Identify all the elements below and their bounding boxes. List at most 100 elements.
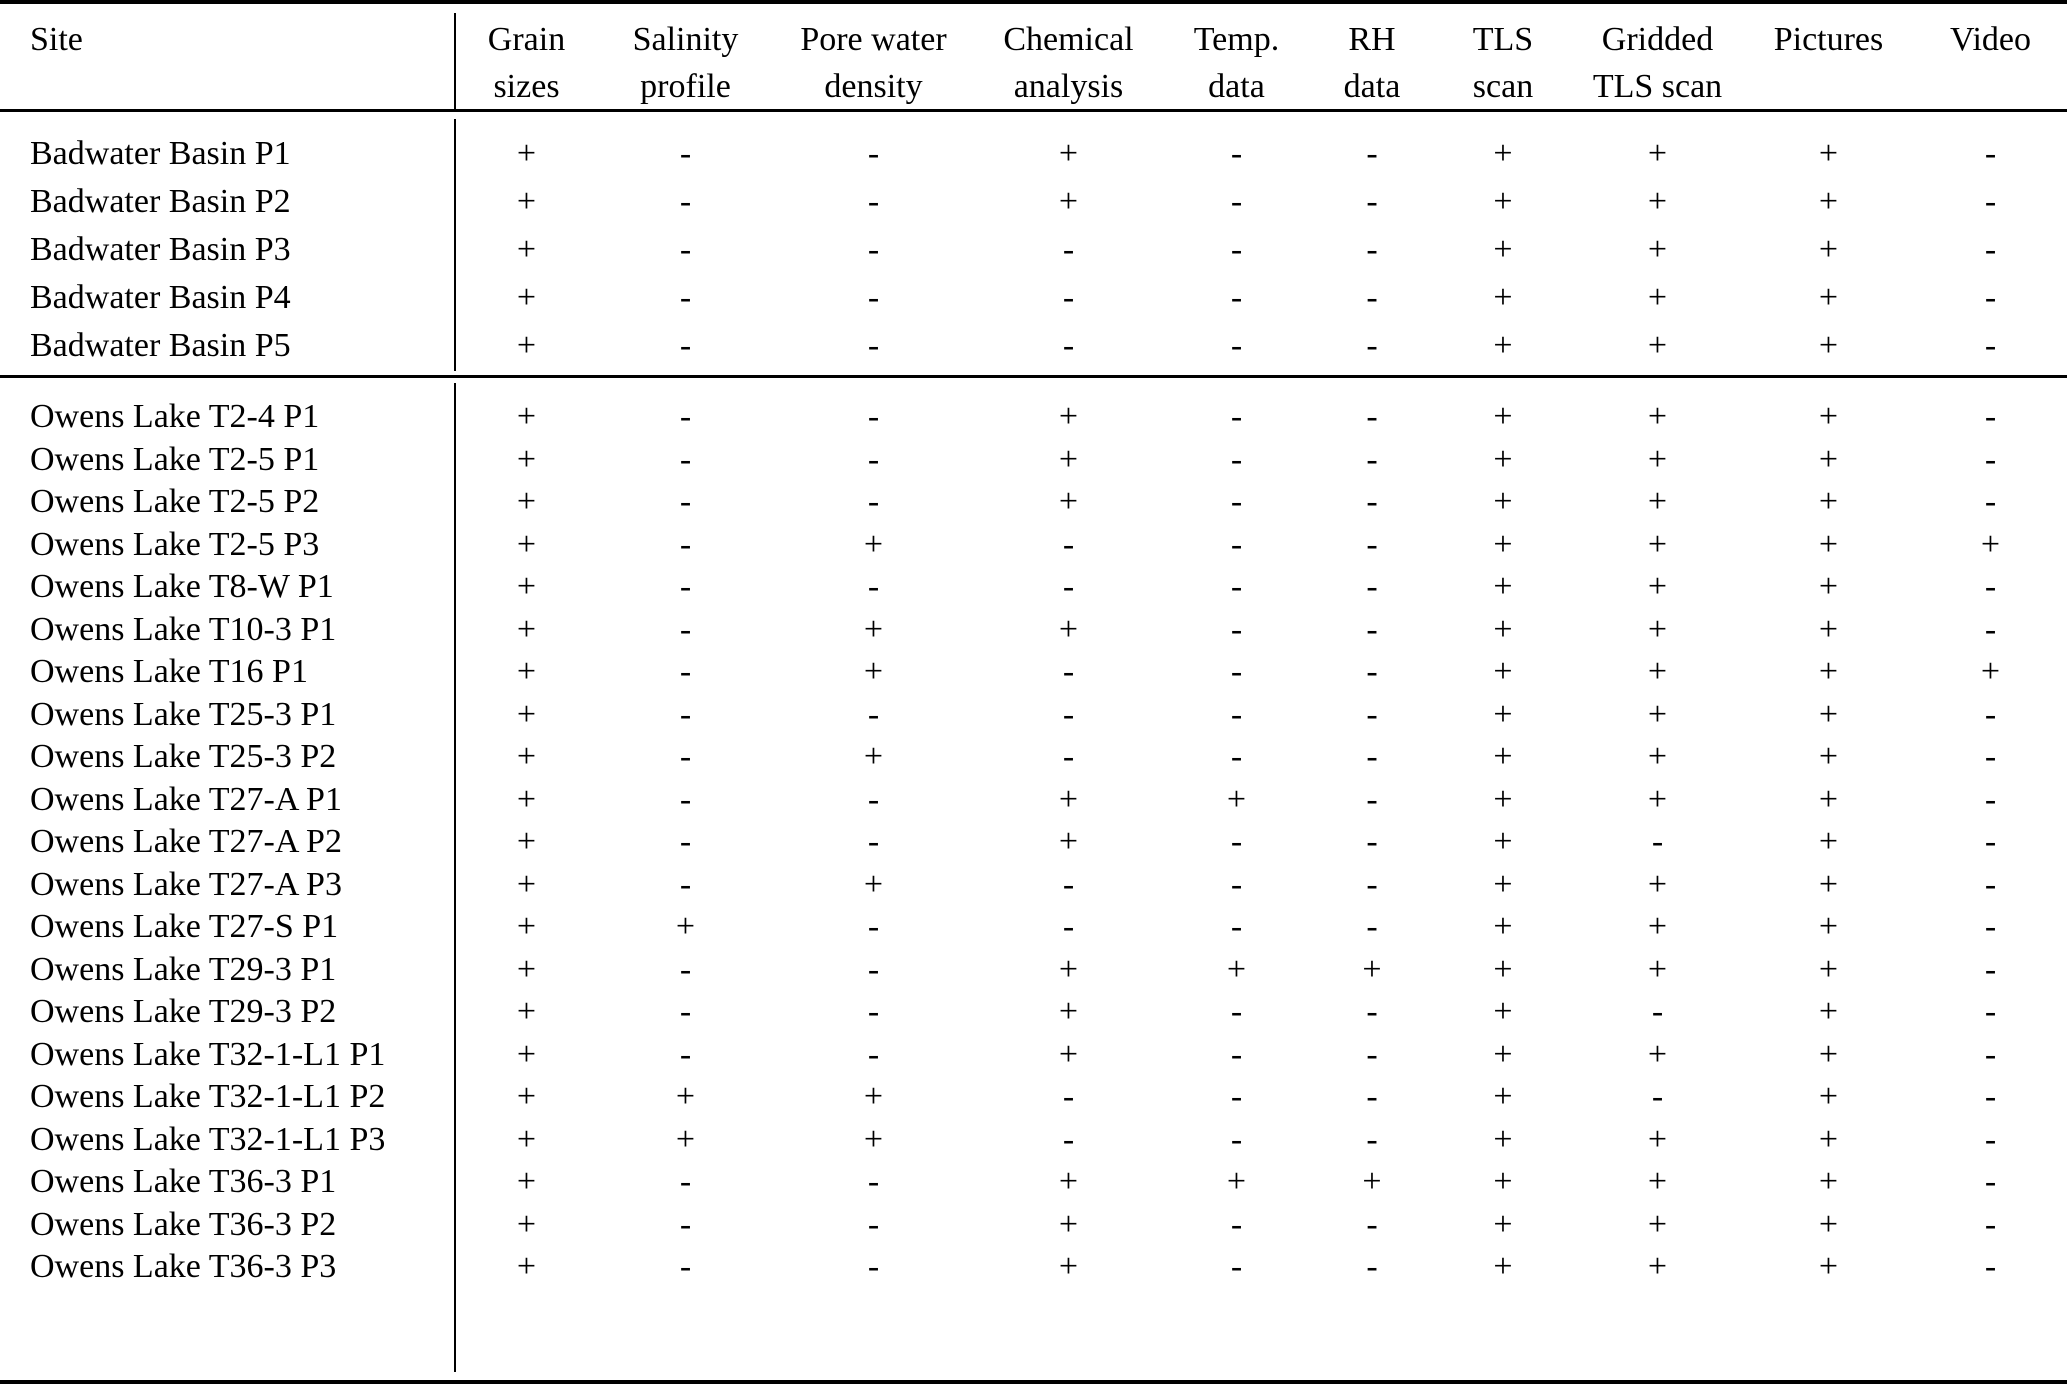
cell-grain: + (516, 993, 537, 1031)
cell-temp: - (1230, 823, 1243, 861)
site-cell: Owens Lake T32-1-L1 P1 (30, 1035, 386, 1073)
vertical-rule-owens (454, 383, 456, 1372)
header-label-line2: profile (640, 68, 731, 105)
cell-tls: + (1493, 1035, 1513, 1073)
cell-video: - (1984, 1078, 1997, 1116)
column-header-pictures: Pictures (1743, 4, 1914, 110)
cell-pictures: + (1818, 610, 1839, 648)
cell-temp: - (1230, 865, 1243, 903)
cell-chemical: - (1062, 738, 1075, 776)
table-row: Owens Lake T8-W P1 + - - - - - + + + - (0, 566, 2067, 609)
cell-chemical: + (1058, 440, 1079, 478)
table-row: Badwater Basin P4 + - - - - - + + + - (0, 274, 2067, 322)
cell-gridded: + (1647, 279, 1668, 316)
cell-rh: - (1366, 653, 1378, 691)
table-row: Badwater Basin P2 + - - + - - + + + - (0, 178, 2067, 226)
cell-gridded: + (1647, 865, 1668, 903)
header-label-line2: TLS scan (1592, 68, 1723, 105)
cell-rh: - (1366, 1120, 1378, 1158)
cell-grain: + (516, 653, 537, 691)
cell-gridded: + (1647, 610, 1668, 648)
cell-pore: - (867, 398, 880, 436)
column-header-video: Video (1914, 4, 2067, 110)
cell-rh: - (1366, 823, 1378, 861)
cell-video: - (1984, 823, 1997, 861)
table-row: Owens Lake T2-5 P1 + - - + - - + + + - (0, 439, 2067, 482)
cell-chemical: - (1062, 653, 1075, 691)
cell-tls: + (1493, 525, 1513, 563)
site-cell: Owens Lake T8-W P1 (30, 568, 334, 606)
cell-temp: - (1230, 525, 1243, 563)
cell-tls: + (1493, 398, 1513, 436)
cell-video: - (1984, 780, 1997, 818)
cell-rh: - (1366, 183, 1378, 220)
table-row: Badwater Basin P3 + - - - - - + + + - (0, 226, 2067, 274)
cell-temp: - (1230, 738, 1243, 776)
table-row: Badwater Basin P5 + - - - - - + + + - (0, 322, 2067, 370)
cell-rh: + (1362, 950, 1382, 988)
site-cell: Owens Lake T27-A P2 (30, 823, 342, 861)
bottom-rule (0, 1380, 2067, 1384)
cell-rh: - (1366, 568, 1378, 606)
cell-tls: + (1493, 279, 1513, 316)
table-row: Owens Lake T16 P1 + - + - - - + + + + (0, 651, 2067, 694)
cell-gridded: + (1647, 568, 1668, 606)
site-cell: Owens Lake T2-5 P2 (30, 483, 320, 521)
cell-pictures: + (1818, 653, 1839, 691)
cell-grain: + (516, 440, 537, 478)
table-row: Owens Lake T29-3 P1 + - - + + + + + + - (0, 949, 2067, 992)
cell-pore: - (867, 1163, 880, 1201)
cell-video: - (1984, 1120, 1997, 1158)
site-cell: Owens Lake T25-3 P2 (30, 738, 337, 776)
cell-pore: + (863, 653, 884, 691)
cell-salinity: - (679, 327, 692, 364)
cell-video: - (1984, 865, 1997, 903)
cell-grain: + (516, 1078, 537, 1116)
cell-video: - (1984, 279, 1997, 316)
table-row: Owens Lake T27-A P1 + - - + + - + + + - (0, 779, 2067, 822)
cell-chemical: + (1058, 1205, 1079, 1243)
header-label-line1: Grain (487, 21, 566, 58)
header-row: Site Grain sizes Salinity profile Pore water d… (0, 4, 2067, 110)
cell-gridded: + (1647, 398, 1668, 436)
cell-rh: - (1366, 993, 1378, 1031)
cell-salinity: - (679, 865, 692, 903)
cell-pictures: + (1818, 950, 1839, 988)
cell-pore: + (863, 738, 884, 776)
site-cell: Owens Lake T32-1-L1 P2 (30, 1078, 386, 1116)
cell-salinity: - (679, 1163, 692, 1201)
cell-grain: + (516, 568, 537, 606)
cell-pore: - (867, 279, 880, 316)
cell-chemical: + (1058, 950, 1079, 988)
cell-grain: + (516, 908, 537, 946)
top-rule (0, 0, 2067, 4)
cell-chemical: - (1062, 327, 1075, 364)
header-label-line1: Temp. (1193, 21, 1280, 58)
cell-temp: - (1230, 327, 1243, 364)
cell-pore: - (867, 823, 880, 861)
cell-pictures: + (1818, 780, 1839, 818)
cell-salinity: - (679, 1205, 692, 1243)
cell-pore: - (867, 950, 880, 988)
site-cell: Badwater Basin P2 (30, 183, 291, 220)
cell-pictures: + (1818, 738, 1839, 776)
cell-pictures: + (1818, 398, 1839, 436)
table-row: Owens Lake T29-3 P2 + - - + - - + - + - (0, 991, 2067, 1034)
column-header-chemical: Chemical analysis (974, 4, 1163, 110)
site-cell: Badwater Basin P3 (30, 231, 291, 268)
site-cell: Owens Lake T10-3 P1 (30, 610, 337, 648)
cell-salinity: + (675, 1078, 696, 1116)
column-header-rh: RH data (1310, 4, 1434, 110)
cell-tls: + (1493, 568, 1513, 606)
cell-video: - (1984, 440, 1997, 478)
column-header-temp: Temp. data (1163, 4, 1310, 110)
cell-salinity: - (679, 1035, 692, 1073)
cell-video: - (1984, 950, 1997, 988)
vertical-rule-badwater (454, 119, 456, 371)
cell-pore: + (863, 865, 884, 903)
cell-salinity: - (679, 823, 692, 861)
cell-pictures: + (1818, 568, 1839, 606)
cell-salinity: - (679, 568, 692, 606)
cell-tls: + (1493, 780, 1513, 818)
